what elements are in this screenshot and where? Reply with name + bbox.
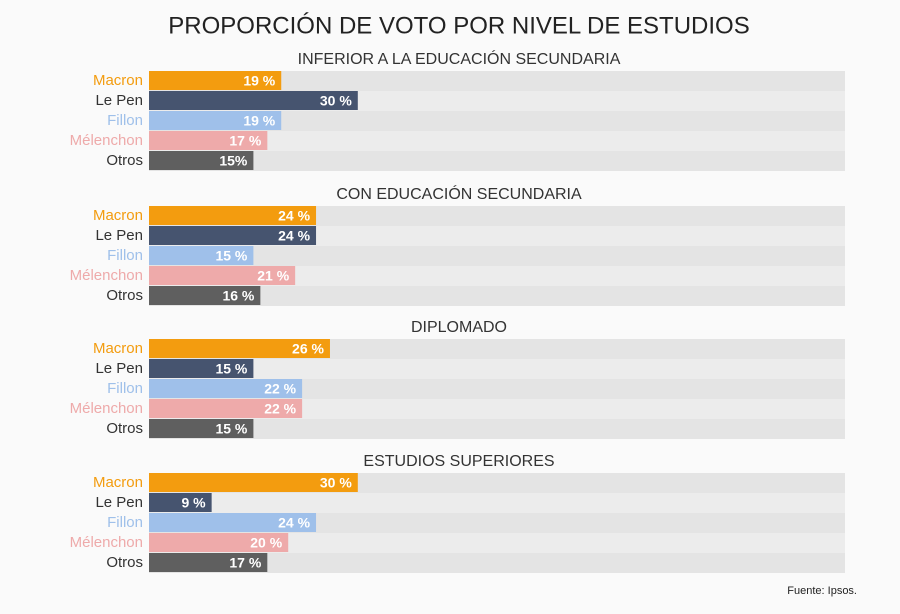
- bar: [149, 286, 261, 305]
- bar: [149, 131, 268, 150]
- category-label: Le Pen: [95, 360, 143, 377]
- value-label: 24 %: [278, 208, 310, 224]
- category-label: Mélenchon: [70, 400, 143, 417]
- category-label: Mélenchon: [70, 534, 143, 551]
- value-label: 24 %: [278, 515, 310, 531]
- bar: [149, 246, 254, 265]
- category-label: Macron: [93, 72, 143, 89]
- bar-track: [149, 286, 845, 306]
- category-label: Le Pen: [95, 494, 143, 511]
- bar: [149, 379, 303, 398]
- group-subtitle: CON EDUCACIÓN SECUNDARIA: [336, 184, 582, 203]
- value-label: 30 %: [320, 475, 352, 491]
- bar-track: [149, 226, 845, 246]
- value-label: 15 %: [215, 421, 247, 437]
- category-label: Mélenchon: [70, 267, 143, 284]
- value-label: 22 %: [264, 381, 296, 397]
- bar: [149, 419, 254, 438]
- category-label: Le Pen: [95, 227, 143, 244]
- value-label: 17 %: [229, 133, 261, 149]
- bar-track: [149, 419, 845, 439]
- bar-track: [149, 359, 845, 379]
- bar: [149, 151, 254, 170]
- bar-track: [149, 151, 845, 171]
- category-label: Otros: [106, 554, 143, 571]
- bar-track: [149, 71, 845, 91]
- value-label: 19 %: [243, 73, 275, 89]
- bar: [149, 533, 289, 552]
- category-label: Fillon: [107, 112, 143, 129]
- bar-track: [149, 399, 845, 419]
- value-label: 15 %: [215, 361, 247, 377]
- group-subtitle: ESTUDIOS SUPERIORES: [363, 453, 554, 470]
- bar: [149, 71, 282, 90]
- chart-title: PROPORCIÓN DE VOTO POR NIVEL DE ESTUDIOS: [168, 12, 749, 39]
- value-label: 15 %: [215, 248, 247, 264]
- category-label: Otros: [106, 287, 143, 304]
- value-label: 17 %: [229, 555, 261, 571]
- value-label: 20 %: [250, 535, 282, 551]
- bar-track: [149, 553, 845, 573]
- value-label: 16 %: [222, 288, 254, 304]
- value-label: 21 %: [257, 268, 289, 284]
- category-label: Fillon: [107, 514, 143, 531]
- bar-track: [149, 246, 845, 266]
- group-subtitle: DIPLOMADO: [411, 319, 507, 336]
- bar: [149, 339, 330, 358]
- value-label: 15%: [219, 153, 248, 169]
- bar: [149, 266, 296, 285]
- value-label: 26 %: [292, 341, 324, 357]
- bar: [149, 206, 317, 225]
- category-label: Macron: [93, 340, 143, 357]
- category-label: Le Pen: [95, 92, 143, 109]
- bar: [149, 553, 268, 572]
- bar: [149, 493, 212, 512]
- bar-track: [149, 131, 845, 151]
- category-label: Otros: [106, 152, 143, 169]
- bar-track: [149, 533, 845, 553]
- group-subtitle: INFERIOR A LA EDUCACIÓN SECUNDARIA: [298, 49, 621, 68]
- bar: [149, 91, 358, 110]
- category-label: Mélenchon: [70, 132, 143, 149]
- category-label: Macron: [93, 207, 143, 224]
- bar-track: [149, 493, 845, 513]
- value-label: 22 %: [264, 401, 296, 417]
- bar: [149, 359, 254, 378]
- category-label: Macron: [93, 474, 143, 491]
- source: Fuente: Ipsos.: [787, 585, 857, 597]
- category-label: Fillon: [107, 380, 143, 397]
- category-label: Fillon: [107, 247, 143, 264]
- bar-track: [149, 379, 845, 399]
- bar-track: [149, 111, 845, 131]
- bar: [149, 513, 317, 532]
- value-label: 24 %: [278, 228, 310, 244]
- bar: [149, 473, 358, 492]
- bar: [149, 399, 303, 418]
- bar: [149, 111, 282, 130]
- bar: [149, 226, 317, 245]
- value-label: 30 %: [320, 93, 352, 109]
- bar-track: [149, 513, 845, 533]
- bar-track: [149, 206, 845, 226]
- value-label: 19 %: [243, 113, 275, 129]
- value-label: 9 %: [182, 495, 207, 511]
- bar-track: [149, 266, 845, 286]
- category-label: Otros: [106, 420, 143, 437]
